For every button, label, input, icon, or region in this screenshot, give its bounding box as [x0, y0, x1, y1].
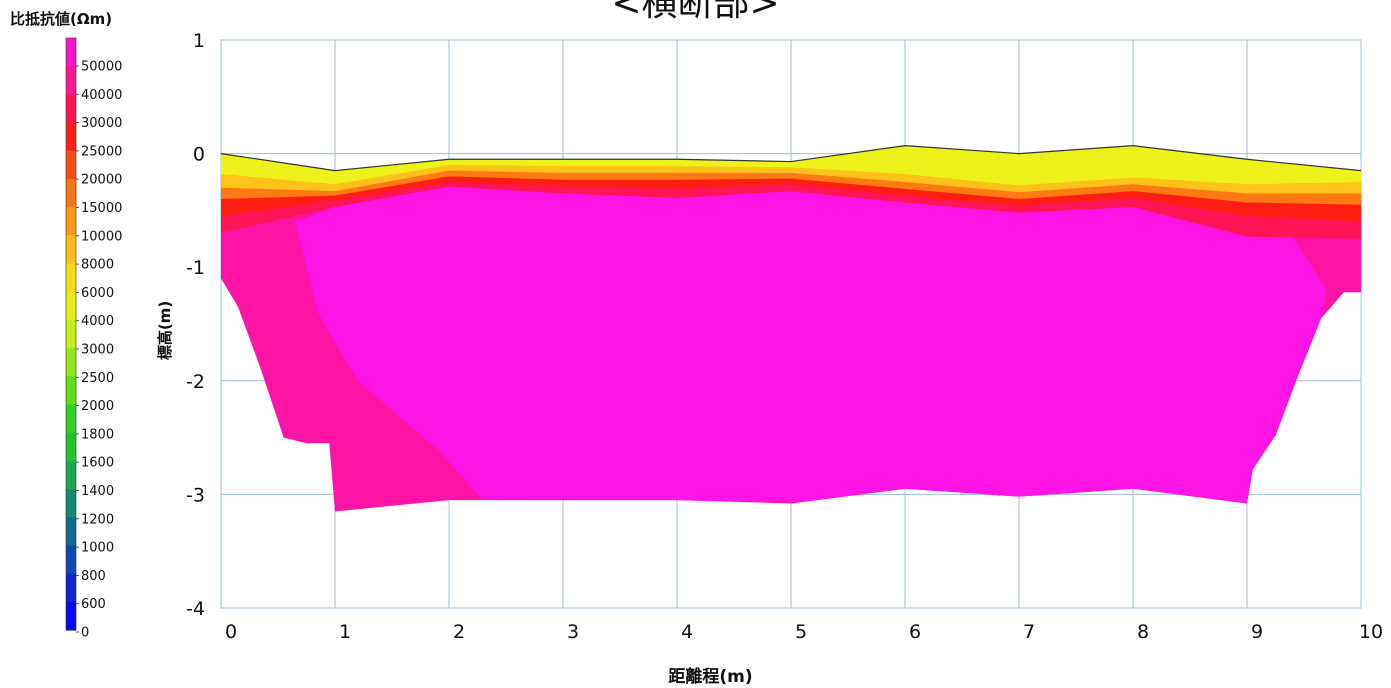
colorbar-swatch: [66, 432, 76, 462]
colorbar-swatch: [66, 376, 76, 406]
colorbar-tick-label: 15000: [81, 201, 122, 216]
colorbar-swatch: [66, 291, 76, 321]
x-tick-label: 9: [1251, 621, 1263, 643]
section-band-6000-8000: [221, 145, 1361, 186]
y-tick-label: 1: [193, 30, 205, 52]
x-tick-label: 7: [1023, 621, 1035, 643]
colorbar-swatch: [66, 517, 76, 547]
x-tick-label: 6: [909, 621, 921, 643]
y-tick-label: -3: [186, 484, 205, 506]
colorbar-tick-label: 30000: [81, 116, 122, 131]
colorbar-tick-label: 25000: [81, 144, 122, 159]
x-tick-label: 1: [339, 621, 351, 643]
colorbar-tick-label: 1600: [81, 456, 114, 471]
colorbar-swatch: [66, 122, 76, 152]
colorbar-swatch: [66, 207, 76, 236]
colorbar: 5000040000300002500020000150001000080006…: [65, 37, 122, 641]
x-tick-label: 5: [795, 621, 807, 643]
x-axis-label: 距離程(m): [668, 667, 753, 687]
colorbar-tick-label: 10000: [81, 229, 122, 244]
colorbar-tick-label: 3000: [81, 343, 114, 358]
colorbar-tick-label: 1000: [81, 541, 114, 556]
x-tick-label: 10: [1359, 621, 1383, 643]
colorbar-tick-label: 1800: [81, 427, 114, 442]
colorbar-tick-label: 600: [81, 597, 106, 612]
colorbar-swatch: [66, 404, 76, 434]
y-tick-label: -2: [186, 371, 205, 393]
plot-frame: [220, 39, 1362, 609]
colorbar-swatch: [66, 460, 76, 490]
colorbar-tick-label: 6000: [81, 286, 114, 301]
colorbar-title: 比抵抗値(Ωm): [10, 10, 113, 28]
y-axis-label: 標高(m): [156, 300, 175, 361]
colorbar-swatch: [66, 348, 76, 377]
colorbar-tick-label: 1400: [81, 484, 114, 499]
colorbar-swatch: [66, 94, 76, 124]
colorbar-swatch: [66, 263, 76, 293]
colorbar-tick-label: 800: [81, 569, 106, 584]
colorbar-swatch: [66, 150, 76, 180]
colorbar-tick-label: 8000: [81, 258, 114, 273]
colorbar-swatch: [66, 235, 76, 265]
colorbar-tick-label: 50000: [81, 60, 122, 75]
colorbar-tick-label: 2500: [81, 371, 114, 386]
y-tick-label: -1: [186, 257, 205, 279]
section-fill: [221, 145, 1361, 504]
x-tick-label: 3: [567, 621, 579, 643]
x-tick-label: 2: [453, 621, 465, 643]
colorbar-swatch: [66, 545, 76, 575]
colorbar-swatch: [66, 489, 76, 518]
x-tick-label: 8: [1137, 621, 1149, 643]
colorbar-frame: [65, 37, 77, 631]
colorbar-tick-label: 2000: [81, 399, 114, 414]
colorbar-tick-label: 4000: [81, 314, 114, 329]
colorbar-swatch: [66, 66, 76, 95]
colorbar-tick-label: 1200: [81, 512, 114, 527]
x-tick-label: 0: [225, 621, 237, 643]
chart-title: <横断部>: [611, 0, 780, 24]
y-tick-label: -4: [186, 598, 205, 620]
colorbar-swatch: [66, 38, 76, 67]
colorbar-tick-label: 40000: [81, 88, 122, 103]
section-core-50000: [295, 186, 1327, 504]
colorbar-tick-label: 20000: [81, 173, 122, 188]
x-tick-label: 4: [681, 621, 693, 643]
y-tick-label: 0: [193, 144, 205, 166]
colorbar-swatch: [66, 178, 76, 208]
colorbar-swatch: [66, 573, 76, 603]
colorbar-tick-label: 0: [81, 626, 89, 641]
ground-surface-line: [220, 145, 1362, 172]
colorbar-swatch: [66, 601, 76, 631]
colorbar-swatch: [66, 319, 76, 349]
